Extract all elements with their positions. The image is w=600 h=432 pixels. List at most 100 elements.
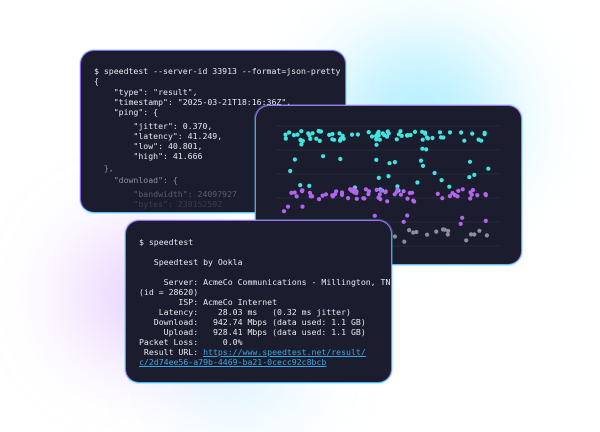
data-dot bbox=[349, 132, 355, 137]
data-dot bbox=[482, 132, 487, 137]
data-dot bbox=[460, 215, 465, 220]
json-line: "low": 40.801, bbox=[94, 141, 203, 151]
isp-line: ISP: AcmeCo Internet bbox=[139, 297, 278, 307]
data-dot bbox=[468, 190, 473, 195]
data-dot bbox=[392, 160, 397, 165]
data-dot bbox=[398, 129, 403, 134]
data-dot bbox=[321, 154, 326, 159]
server-line: Server: AcmeCo Communications - Millingt… bbox=[139, 277, 391, 287]
data-dot bbox=[405, 213, 410, 218]
data-dot bbox=[392, 192, 397, 197]
data-dot bbox=[394, 137, 399, 142]
data-dot bbox=[468, 196, 473, 201]
data-dot bbox=[379, 188, 384, 193]
data-dot bbox=[363, 187, 368, 192]
result-url-link[interactable]: https://www.speedtest.net/result/ bbox=[203, 347, 366, 357]
data-dot bbox=[292, 157, 297, 162]
data-dot bbox=[434, 229, 439, 234]
data-dot bbox=[308, 136, 313, 141]
data-dot bbox=[376, 175, 381, 180]
data-dot bbox=[418, 158, 424, 163]
data-dot bbox=[439, 178, 444, 183]
data-dot bbox=[289, 190, 294, 195]
data-dot bbox=[435, 191, 440, 196]
data-dot bbox=[420, 137, 425, 142]
data-dot bbox=[411, 198, 416, 203]
data-dot bbox=[432, 170, 437, 176]
data-dot bbox=[374, 157, 379, 162]
data-dot bbox=[330, 137, 335, 142]
data-dot bbox=[385, 129, 390, 134]
data-dot bbox=[430, 135, 435, 141]
data-dot bbox=[470, 131, 475, 136]
data-dot bbox=[310, 131, 315, 136]
latency-line: Latency: 28.03 ms (0.32 ms jitter) bbox=[139, 307, 351, 317]
data-dot bbox=[378, 197, 383, 202]
data-dot bbox=[346, 196, 351, 201]
data-dot bbox=[424, 147, 429, 152]
data-dot bbox=[283, 136, 288, 141]
data-dot bbox=[316, 128, 321, 134]
data-dot bbox=[354, 196, 359, 201]
json-line: "timestamp": "2025-03-21T18:16:36Z", bbox=[94, 97, 292, 107]
data-dot bbox=[460, 187, 465, 192]
data-dot bbox=[486, 166, 491, 171]
data-dot bbox=[425, 136, 431, 141]
data-dot bbox=[300, 188, 305, 193]
data-dot bbox=[483, 218, 488, 223]
data-dot bbox=[387, 161, 392, 166]
data-dot bbox=[438, 135, 444, 140]
json-line: "latency": 41.249, bbox=[94, 131, 223, 141]
dot-plot bbox=[276, 125, 501, 247]
data-dot bbox=[483, 193, 488, 198]
data-dot bbox=[374, 142, 379, 147]
data-dot bbox=[462, 138, 467, 143]
data-dot bbox=[372, 213, 377, 218]
data-dot bbox=[398, 192, 403, 197]
data-dot bbox=[298, 183, 303, 188]
json-line: "jitter": 0.370, bbox=[94, 121, 213, 131]
json-line: }, bbox=[94, 163, 114, 173]
data-dot bbox=[437, 130, 443, 135]
data-dot bbox=[327, 132, 332, 137]
data-dot bbox=[340, 133, 345, 138]
data-dot bbox=[287, 130, 292, 135]
packet-loss-line: Packet Loss: 0.0% bbox=[139, 337, 243, 347]
data-dot bbox=[456, 188, 461, 193]
data-dot bbox=[386, 174, 391, 179]
data-dot bbox=[401, 219, 406, 224]
data-dot bbox=[314, 136, 319, 141]
data-dot bbox=[476, 137, 481, 142]
data-dot bbox=[300, 138, 305, 143]
data-dot bbox=[330, 131, 335, 137]
result-url-link-continued[interactable]: c/2d74ee56-a79b-4469-ba21-0cecc92c8bcb bbox=[139, 357, 327, 367]
data-dot bbox=[440, 196, 445, 201]
data-dot bbox=[472, 232, 477, 237]
data-dot bbox=[355, 132, 360, 137]
json-line: "ping": { bbox=[94, 107, 159, 117]
data-dot bbox=[405, 196, 410, 201]
data-dot bbox=[283, 132, 288, 137]
data-dot bbox=[447, 184, 452, 189]
data-dot bbox=[374, 187, 379, 192]
data-dot bbox=[408, 132, 413, 138]
data-dot bbox=[472, 172, 477, 177]
data-dot bbox=[288, 168, 293, 174]
data-dot bbox=[292, 190, 297, 195]
data-dot bbox=[307, 190, 313, 195]
data-dot bbox=[294, 194, 299, 199]
data-dot bbox=[425, 232, 430, 237]
data-dot bbox=[369, 134, 375, 139]
banner: Speedtest by Ookla bbox=[139, 257, 243, 267]
data-dot bbox=[376, 129, 381, 134]
data-dot bbox=[423, 131, 428, 136]
data-dot bbox=[382, 133, 387, 138]
data-dot bbox=[459, 130, 464, 135]
data-dot bbox=[291, 133, 297, 138]
data-dot bbox=[300, 204, 305, 209]
download-line: Download: 942.74 Mbps (data used: 1.1 GB… bbox=[139, 317, 366, 327]
data-dot bbox=[376, 133, 381, 138]
data-dot bbox=[445, 232, 450, 237]
data-dot bbox=[447, 194, 452, 199]
data-dot bbox=[468, 232, 474, 237]
